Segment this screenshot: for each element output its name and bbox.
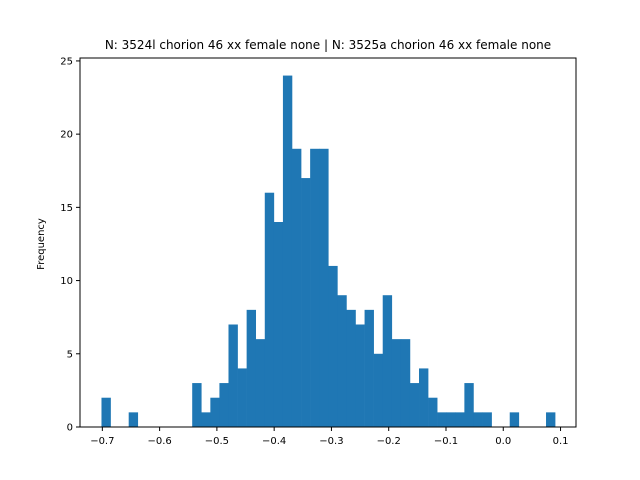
histogram-bar: [437, 412, 447, 427]
histogram-bar: [201, 412, 211, 427]
y-tick-label: 20: [60, 130, 73, 141]
plot-frame: [79, 57, 577, 428]
histogram-bar: [328, 265, 338, 427]
x-axis-ticks: −0.7 −0.6 −0.5 −0.4 −0.3 −0.2 −0.1 0.0 0.1: [90, 427, 568, 447]
histogram-bar: [219, 383, 229, 427]
x-tick-label: −0.7: [90, 436, 114, 447]
histogram-bar: [192, 383, 202, 427]
y-axis-label: Frequency: [36, 218, 47, 270]
histogram-bar: [464, 383, 474, 427]
y-tick-label: 25: [60, 56, 73, 67]
histogram-bar: [128, 412, 139, 427]
histogram-bar: [264, 192, 275, 427]
histogram-bar: [509, 412, 520, 427]
histogram-bar: [237, 368, 247, 427]
histogram-bar: [446, 412, 456, 427]
x-tick-label: 0.1: [553, 436, 569, 447]
histogram-bar: [473, 412, 483, 427]
chart-title: N: 3524l chorion 46 xx female none | N: …: [105, 38, 551, 52]
y-tick-label: 5: [67, 349, 73, 360]
histogram-bar: [273, 222, 284, 427]
histogram-bar: [428, 397, 438, 427]
histogram-bar: [455, 412, 465, 427]
histogram-bar: [291, 148, 302, 428]
histogram-bar: [210, 397, 220, 427]
y-axis-ticks: 0 5 10 15 20 25: [60, 56, 80, 434]
x-tick-label: 0.0: [495, 436, 511, 447]
x-tick-label: −0.1: [434, 436, 458, 447]
x-tick-label: −0.3: [319, 436, 343, 447]
histogram-bar: [301, 178, 311, 427]
histogram-bar: [391, 339, 402, 427]
bars-group: [101, 75, 556, 428]
histogram-bar: [337, 295, 347, 427]
histogram-bar: [482, 412, 492, 427]
histogram-bar: [346, 309, 356, 427]
x-tick-label: −0.6: [147, 436, 171, 447]
y-tick-label: 10: [60, 276, 73, 287]
histogram-bar: [355, 324, 365, 427]
y-tick-label: 0: [67, 423, 73, 434]
x-tick-label: −0.2: [377, 436, 401, 447]
x-tick-label: −0.5: [205, 436, 229, 447]
histogram-bar: [228, 324, 238, 427]
histogram-bar: [546, 412, 556, 427]
x-tick-label: −0.4: [262, 436, 286, 447]
histogram-bar: [364, 309, 374, 427]
histogram-bar: [319, 148, 329, 428]
histogram-bar: [373, 353, 384, 427]
histogram-bar: [255, 339, 266, 427]
histogram-bar: [400, 339, 411, 427]
histogram-bar: [409, 383, 420, 427]
histogram-bar: [310, 148, 320, 428]
histogram-bar: [382, 295, 393, 427]
histogram-bar: [101, 397, 111, 427]
histogram-bar: [246, 309, 257, 427]
histogram-bar: [419, 368, 429, 427]
histogram-bar: [282, 75, 293, 428]
y-tick-label: 15: [60, 203, 73, 214]
